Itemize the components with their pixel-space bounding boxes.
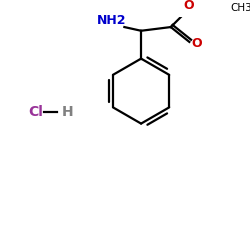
Text: CH3: CH3 (230, 2, 250, 12)
Text: Cl: Cl (28, 104, 43, 118)
Text: O: O (192, 37, 202, 50)
Text: NH2: NH2 (97, 14, 126, 27)
Text: H: H (62, 104, 74, 118)
Text: O: O (183, 0, 194, 12)
